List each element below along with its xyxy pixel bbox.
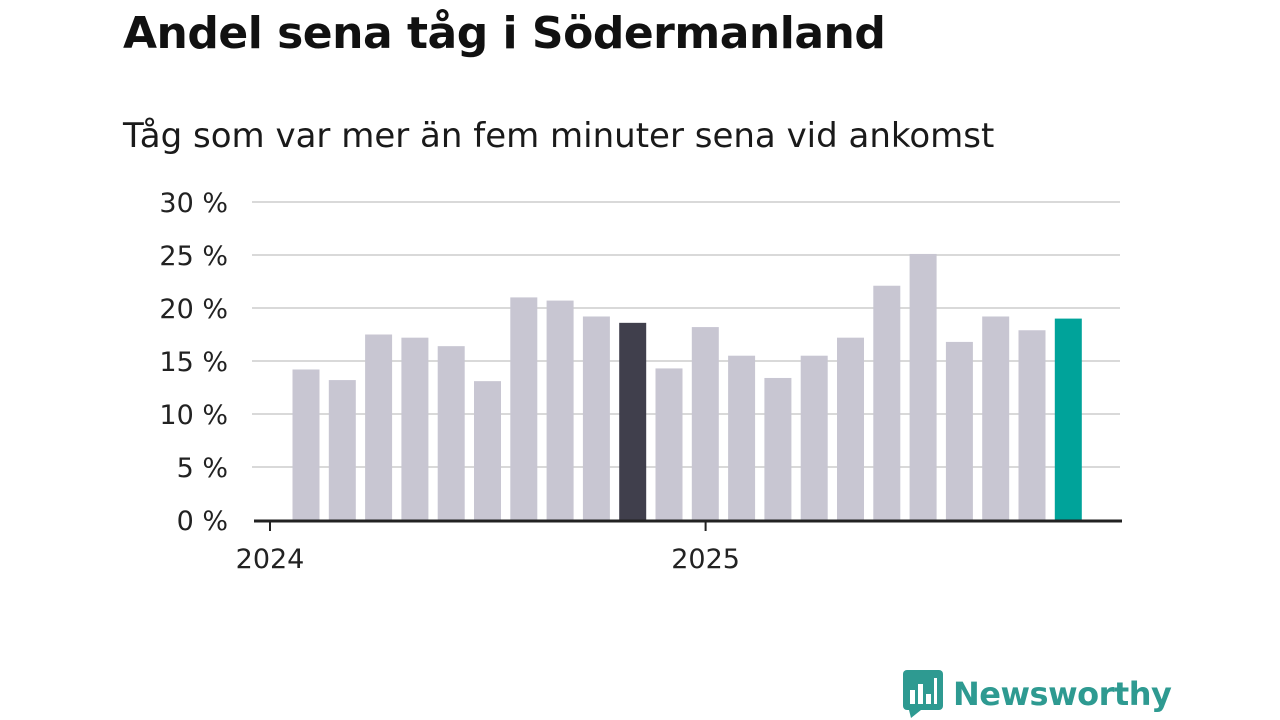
bar: [764, 377, 792, 520]
grid-lines: [252, 201, 1120, 468]
bar: [546, 300, 574, 520]
bar: [365, 334, 393, 520]
bar: [1054, 318, 1082, 520]
bar: [582, 316, 610, 520]
bar: [800, 355, 828, 520]
bar: [619, 322, 647, 520]
y-tick-label: 30 %: [159, 188, 228, 219]
brand-name: Newsworthy: [953, 675, 1172, 713]
newsworthy-bar-chart-icon: [903, 670, 943, 718]
x-tick-label: 2024: [236, 544, 305, 575]
y-tick-label: 5 %: [177, 453, 228, 484]
bar: [1018, 330, 1046, 520]
bars: [292, 253, 1082, 520]
bar: [437, 346, 465, 520]
bar: [328, 380, 356, 520]
bar: [837, 337, 864, 520]
y-tick-label: 0 %: [177, 506, 228, 537]
y-tick-label: 10 %: [159, 400, 228, 431]
newsworthy-logo: Newsworthy: [903, 670, 1172, 718]
bar: [691, 327, 719, 520]
bar: [982, 316, 1010, 520]
chart-subtitle: Tåg som var mer än fem minuter sena vid …: [123, 116, 995, 156]
y-tick-label: 25 %: [159, 241, 228, 272]
bar: [728, 355, 756, 520]
y-axis-ticks: 0 % 5 % 10 % 15 % 20 % 25 % 30 %: [159, 188, 228, 537]
y-tick-label: 20 %: [159, 294, 228, 325]
bar: [909, 253, 937, 520]
chart-title: Andel sena tåg i Södermanland: [123, 8, 886, 59]
bar: [474, 381, 501, 520]
bar: [292, 369, 320, 520]
y-tick-label: 15 %: [159, 347, 228, 378]
bar: [655, 368, 683, 520]
bar: [401, 337, 429, 520]
x-axis: 2024 2025: [236, 519, 1122, 575]
bar: [510, 297, 538, 520]
bar: [873, 285, 901, 520]
x-tick-label: 2025: [671, 544, 740, 575]
bar: [945, 341, 973, 520]
